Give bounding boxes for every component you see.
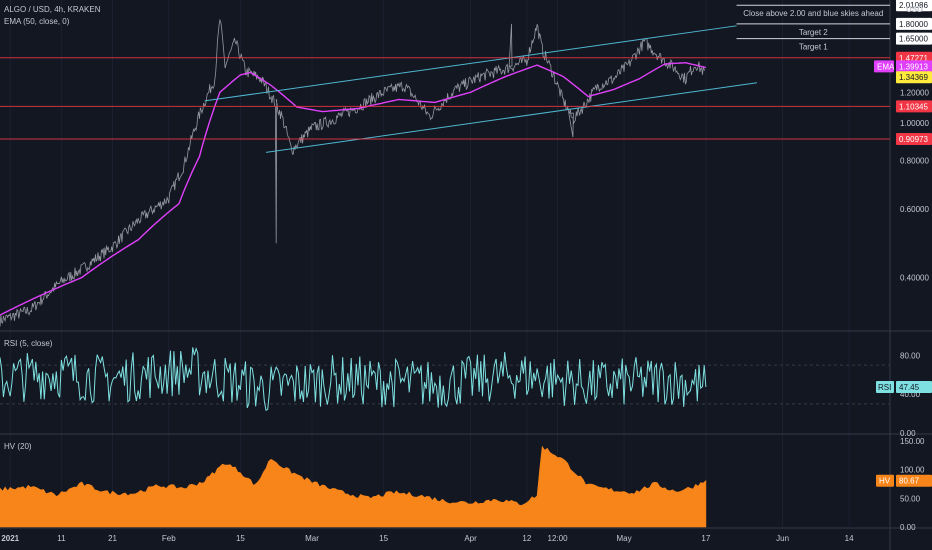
- target-price-badge: 1.80000: [899, 20, 928, 29]
- time-tick-label: 14: [845, 534, 854, 543]
- time-tick-label: Feb: [162, 534, 176, 543]
- rsi-tick-label: 80.00: [900, 351, 921, 360]
- close-price-badge: 1.34369: [899, 73, 928, 82]
- ema-value-badge-box: [896, 60, 932, 73]
- hv-tick-label: 150.00: [900, 437, 925, 446]
- level-price-badge: 0.90973: [899, 135, 928, 144]
- level-price-badge-box: [896, 132, 932, 145]
- rsi-label-box: [876, 380, 894, 393]
- rsi-tick-label: 40.00: [900, 390, 921, 399]
- price-tick-label: 0.60000: [900, 205, 929, 214]
- hv-tick-label: 100.00: [900, 466, 925, 475]
- target-price-badge: 2.01086: [899, 1, 928, 10]
- rsi-label-badge: RSI: [878, 383, 891, 392]
- hv-label-box: [876, 474, 894, 487]
- time-tick-label: 21: [108, 534, 117, 543]
- rsi-series-line[interactable]: [0, 346, 707, 412]
- target-note: Target 2: [799, 28, 828, 37]
- level-price-badge: 1.10345: [899, 102, 928, 111]
- ema-series-line[interactable]: [0, 61, 707, 316]
- hv-value-badge: 80.67: [899, 477, 920, 486]
- target-note: Target 1: [799, 43, 828, 52]
- time-tick-label: 15: [236, 534, 245, 543]
- target-price-badge-box: [896, 32, 932, 45]
- price-tick-label: 1.00000: [900, 119, 929, 128]
- channel-upper-line[interactable]: [204, 25, 737, 102]
- target-price-badge: 1.65000: [899, 35, 928, 44]
- ema-label-box: [874, 60, 894, 73]
- price-tick-label: 1.20000: [900, 88, 929, 97]
- price-badges: 2.01086 1.80000 1.65000 1.47271 1.10345 0.909…: [874, 0, 932, 487]
- hv-tick-label: 0.00: [900, 523, 916, 532]
- level-price-badge-box: [896, 100, 932, 113]
- target-price-badge-box: [896, 17, 932, 30]
- time-tick-label: Mar: [305, 534, 319, 543]
- rsi-value-badge: 47.45: [899, 383, 920, 392]
- time-tick-label: 12: [522, 534, 531, 543]
- hv-label-badge: HV: [879, 477, 891, 486]
- rsi-legend: RSI (5, close): [4, 339, 53, 348]
- channel-lower-line[interactable]: [265, 82, 758, 153]
- hv-legend: HV (20): [4, 442, 32, 451]
- price-tick-label: 0.40000: [900, 273, 929, 282]
- price-tick-label: 0.80000: [900, 157, 929, 166]
- time-tick-label: 12:00: [548, 534, 569, 543]
- ema-label-badge: EMA: [877, 62, 895, 71]
- rsi-tick-label: 0.00: [900, 429, 916, 438]
- time-tick-label: Apr: [464, 534, 477, 543]
- currency-label: USD: [906, 5, 923, 14]
- target-price-badge-box: [896, 0, 932, 12]
- hv-panel[interactable]: [0, 445, 707, 528]
- time-tick-label: May: [616, 534, 631, 543]
- ema-legend: EMA (50, close, 0): [4, 17, 70, 26]
- close-price-badge-box: [896, 71, 932, 84]
- time-tick-label: 17: [701, 534, 710, 543]
- level-price-badge: 1.47271: [899, 54, 928, 63]
- rsi-panel[interactable]: [0, 346, 890, 412]
- price-series-line[interactable]: [0, 18, 706, 327]
- price-panel[interactable]: Close above 2.00 and blue skies ahead Tar…: [0, 4, 890, 327]
- axes: 2.000001.800001.650001.200001.000000.800…: [1, 2, 929, 543]
- time-tick-label: 2021: [1, 534, 19, 543]
- hv-value-badge-box: [896, 474, 932, 487]
- hv-series-area[interactable]: [0, 445, 707, 528]
- target-note: Close above 2.00 and blue skies ahead: [743, 9, 883, 18]
- symbol-title: ALGO / USD, 4h, KRAKEN: [4, 5, 101, 14]
- time-tick-label: 11: [57, 534, 66, 543]
- hv-tick-label: 50.00: [900, 494, 921, 503]
- time-tick-label: 15: [379, 534, 388, 543]
- ema-value-badge: 1.39913: [899, 62, 928, 71]
- time-tick-label: Jun: [776, 534, 789, 543]
- rsi-value-badge-box: [896, 380, 932, 393]
